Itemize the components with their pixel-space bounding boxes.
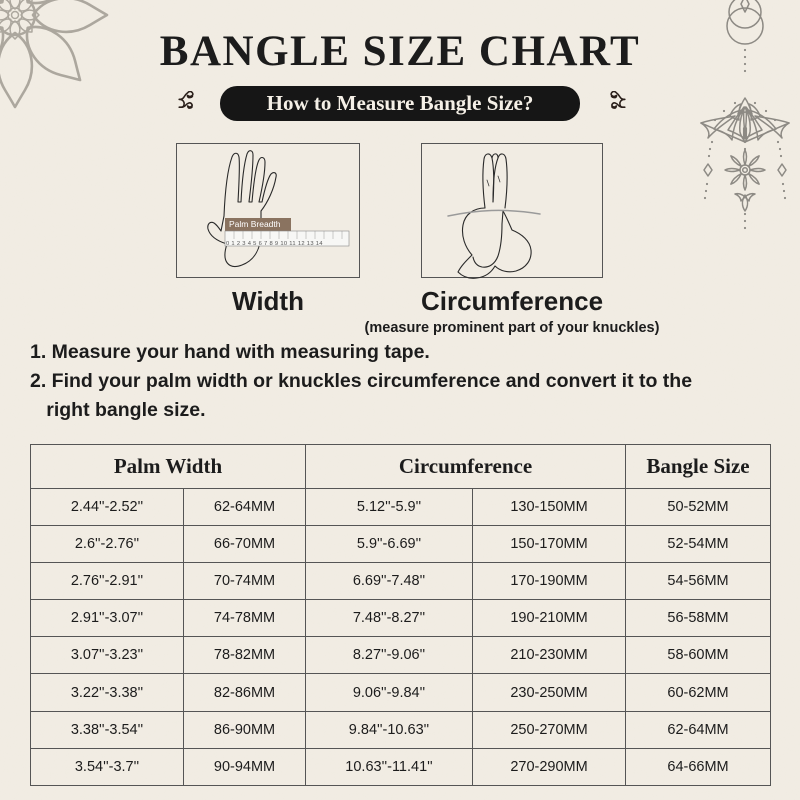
svg-text:0 1 2 3 4 5 6 7 8 9 10 11 12 1: 0 1 2 3 4 5 6 7 8 9 10 11 12 13 14: [226, 241, 323, 247]
svg-text:Palm Breadth: Palm Breadth: [229, 219, 281, 229]
